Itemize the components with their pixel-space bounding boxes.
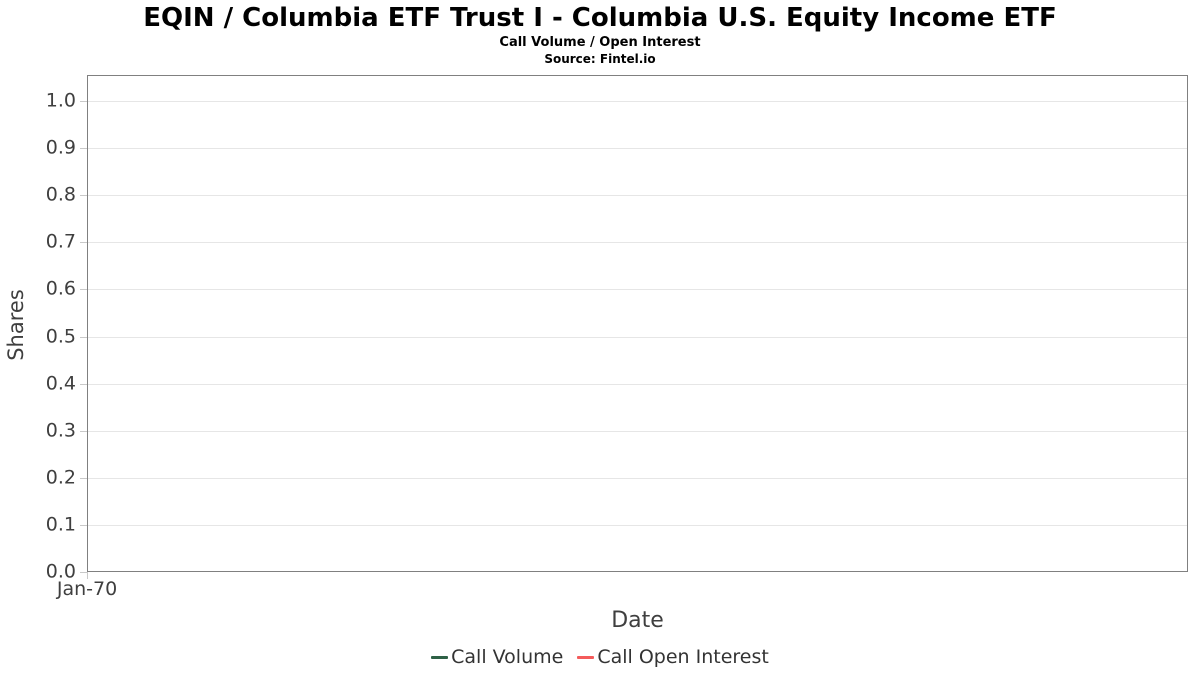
y-tick-mark — [80, 431, 87, 432]
legend-item-call-open-interest[interactable]: Call Open Interest — [577, 646, 769, 668]
call-open-interest-line-swatch — [577, 655, 595, 659]
y-tick-label: 0.4 — [45, 372, 76, 395]
y-tick-label: 0.7 — [45, 230, 76, 253]
y-tick-label: 0.1 — [45, 513, 76, 536]
gridline — [88, 195, 1187, 196]
gridline — [88, 384, 1187, 385]
y-tick-mark — [80, 289, 87, 290]
y-tick-label: 1.0 — [45, 89, 76, 112]
y-tick-mark — [80, 572, 87, 573]
chart-title: EQIN / Columbia ETF Trust I - Columbia U… — [143, 3, 1057, 33]
y-tick-mark — [80, 337, 87, 338]
y-tick-label: 0.5 — [45, 325, 76, 348]
y-tick-label: 0.3 — [45, 419, 76, 442]
legend-item-call-volume[interactable]: Call Volume — [431, 646, 563, 668]
y-axis-title: Shares — [4, 289, 28, 361]
gridline — [88, 431, 1187, 432]
y-tick-label: 0.0 — [45, 560, 76, 583]
legend: Call Volume Call Open Interest — [0, 646, 1200, 668]
gridline — [88, 101, 1187, 102]
gridline — [88, 478, 1187, 479]
y-tick-label: 0.8 — [45, 183, 76, 206]
call-volume-line-swatch — [431, 655, 449, 659]
y-tick-mark — [80, 148, 87, 149]
gridline — [88, 337, 1187, 338]
y-tick-mark — [80, 195, 87, 196]
y-tick-mark — [80, 525, 87, 526]
y-tick-label: 0.6 — [45, 277, 76, 300]
y-tick-label: 0.9 — [45, 136, 76, 159]
legend-label: Call Volume — [451, 646, 564, 668]
chart-source: Source: Fintel.io — [544, 52, 656, 66]
chart-subtitle: Call Volume / Open Interest — [499, 35, 701, 50]
y-tick-mark — [80, 101, 87, 102]
y-tick-mark — [80, 384, 87, 385]
x-axis-title: Date — [611, 608, 664, 633]
y-tick-mark — [80, 242, 87, 243]
y-tick-mark — [80, 478, 87, 479]
gridline — [88, 525, 1187, 526]
x-tick-mark — [87, 572, 88, 579]
legend-label: Call Open Interest — [597, 646, 769, 668]
gridline — [88, 148, 1187, 149]
gridline — [88, 289, 1187, 290]
gridline — [88, 242, 1187, 243]
plot-area — [87, 75, 1188, 572]
y-tick-label: 0.2 — [45, 466, 76, 489]
x-tick-label: Jan-70 — [56, 578, 118, 600]
